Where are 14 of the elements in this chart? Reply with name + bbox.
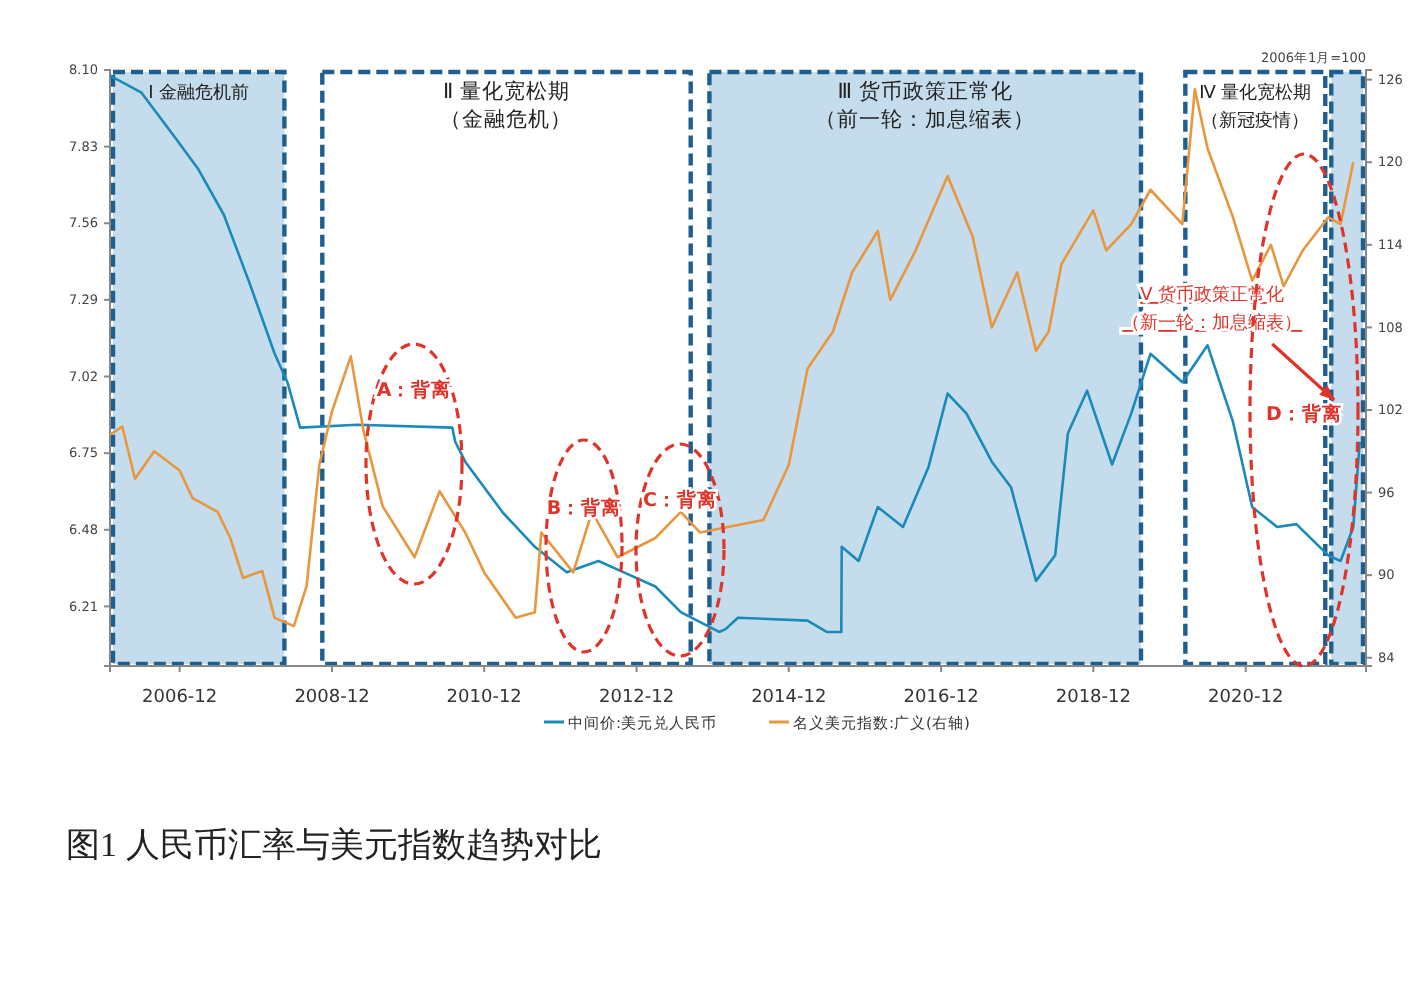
x-tick-label: 2016-12 <box>903 688 979 708</box>
x-tick-label: 2010-12 <box>446 688 522 708</box>
x-tick-label: 2006-12 <box>142 688 218 708</box>
band-label: Ⅰ 金融危机前 <box>148 82 250 104</box>
x-tick-label: 2020-12 <box>1208 688 1284 708</box>
x-tick-label: 2008-12 <box>294 688 370 708</box>
band-label: Ⅳ 量化宽松期（新冠疫情） <box>1199 82 1312 132</box>
x-tick-label: 2018-12 <box>1055 688 1131 708</box>
x-tick-label: 2012-12 <box>598 688 675 708</box>
band-label: Ⅲ 货币政策正常化（前一轮：加息缩表） <box>815 78 1036 132</box>
annotation: A：背离 <box>376 378 452 402</box>
x-tick-label: 2014-12 <box>751 688 827 708</box>
text: 图1 人民币汇率与美元指数趋势对比 <box>66 826 602 864</box>
band-label: Ⅱ 量化宽松期（金融危机） <box>440 78 573 132</box>
